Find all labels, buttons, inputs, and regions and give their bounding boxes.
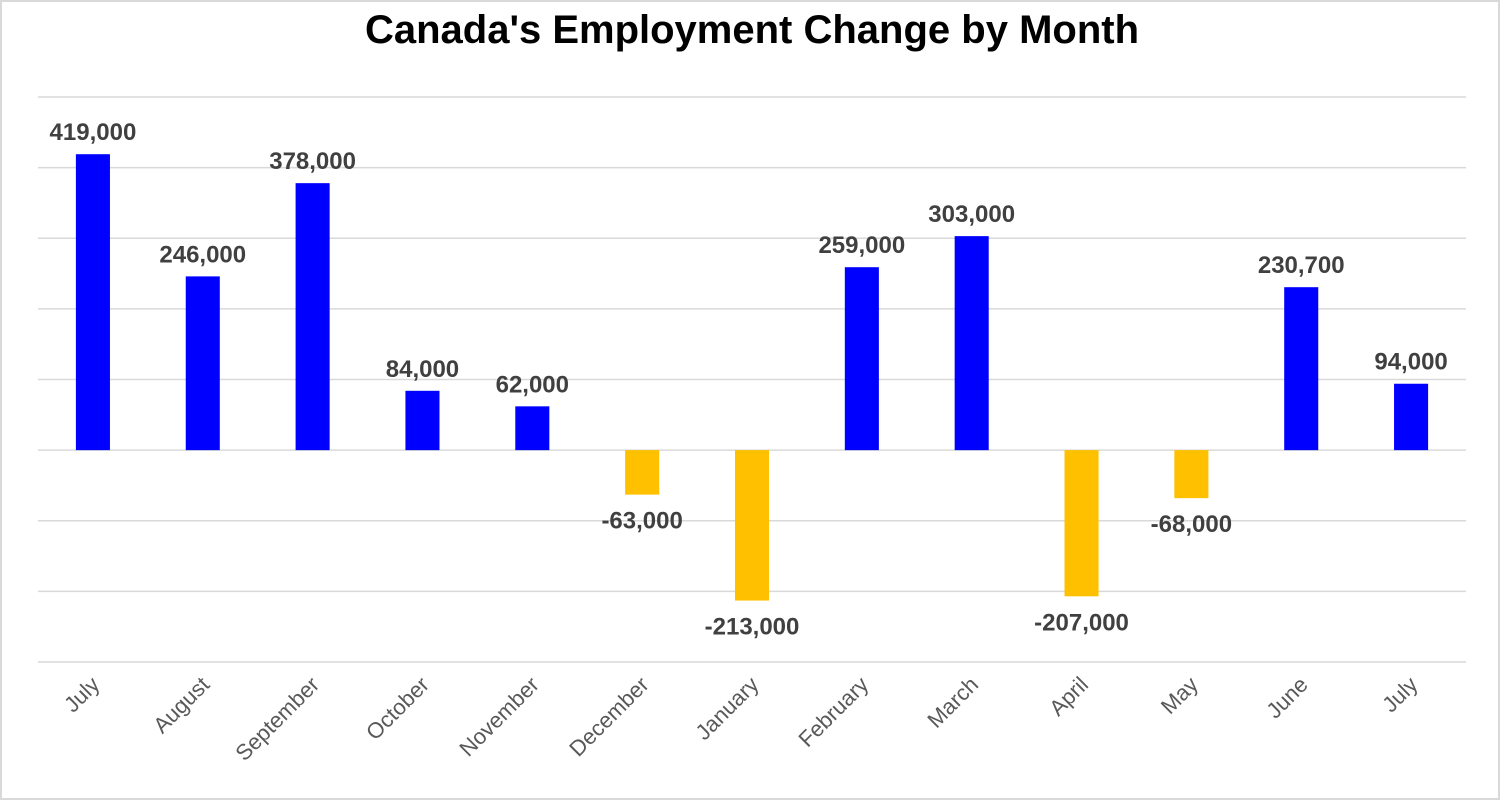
data-label-3: 378,000 (269, 148, 356, 175)
data-label-6: -63,000 (601, 508, 682, 535)
bar-3 (295, 183, 330, 451)
bar-7 (734, 450, 770, 601)
data-label-2: 246,000 (159, 241, 246, 268)
bar-1 (75, 154, 110, 451)
data-label-12: 230,700 (1258, 252, 1345, 279)
bar-10 (1064, 450, 1099, 597)
x-tick-label-7: January (691, 672, 764, 745)
data-label-10: -207,000 (1034, 609, 1129, 636)
data-label-11: -68,000 (1151, 511, 1232, 538)
data-label-9: 303,000 (928, 201, 1015, 228)
x-tick-label-10: April (1044, 672, 1093, 721)
x-tick-label-1: July (59, 672, 104, 717)
bar-13 (1394, 383, 1429, 451)
bar-4 (405, 390, 440, 451)
x-tick-label-3: September (230, 672, 324, 766)
chart-title: Canada's Employment Change by Month (364, 8, 1140, 52)
x-tick-label-6: December (564, 672, 653, 761)
x-tick-label-2: August (148, 672, 214, 738)
bars (75, 154, 1429, 601)
bar-5 (515, 406, 550, 451)
data-label-5: 62,000 (496, 371, 569, 398)
bar-2 (185, 276, 220, 451)
data-label-1: 419,000 (50, 119, 137, 146)
x-tick-label-9: March (922, 672, 983, 733)
bar-6 (625, 450, 660, 495)
x-tick-label-8: February (793, 672, 873, 752)
bar-11 (1174, 450, 1209, 499)
bar-8 (844, 267, 879, 451)
data-label-13: 94,000 (1374, 349, 1447, 376)
x-tick-label-13: July (1377, 672, 1422, 717)
x-tick-label-4: October (361, 672, 434, 745)
bar-12 (1284, 287, 1319, 451)
data-label-8: 259,000 (818, 232, 905, 259)
data-label-7: -213,000 (705, 614, 800, 641)
data-label-4: 84,000 (386, 356, 459, 383)
x-tick-label-5: November (454, 672, 543, 761)
data-labels: 419,000 246,000 378,000 84,000 62,000 -63,000… (50, 119, 1448, 640)
x-tick-label-12: June (1261, 672, 1312, 723)
bar-9 (954, 236, 989, 451)
x-tick-label-11: May (1156, 672, 1203, 719)
x-axis-tick-labels: July August September October November Decemb… (59, 672, 1422, 766)
